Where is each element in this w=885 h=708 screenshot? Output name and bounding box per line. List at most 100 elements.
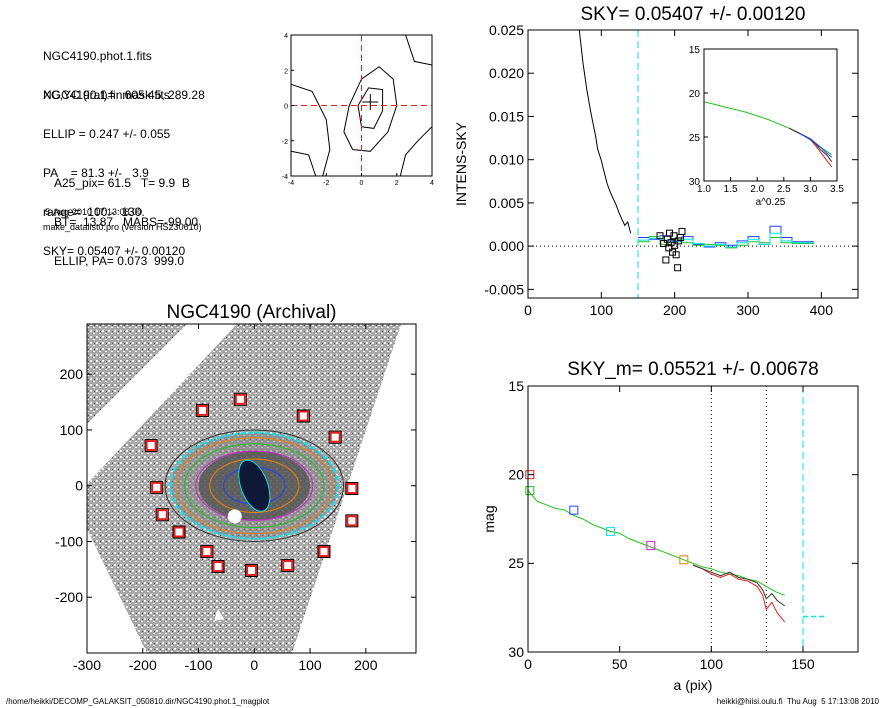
mag-series-green — [527, 490, 785, 596]
isophote-ellipse — [184, 443, 325, 529]
sky-box-inner — [151, 481, 163, 493]
sky-box — [150, 480, 164, 494]
inset-ytick-label: 30 — [689, 177, 701, 188]
contour-line — [399, 126, 433, 177]
masked-star — [214, 609, 224, 621]
mag-frame — [527, 385, 859, 653]
contour-line — [290, 83, 331, 177]
sky-box-inner — [346, 515, 358, 527]
contour-line — [343, 66, 398, 152]
info-line: PA = 81.3 +/- 3.9 — [43, 166, 149, 180]
mag-series-red — [692, 564, 786, 623]
inset-ytick-label: 20 — [689, 89, 701, 100]
info-block-params: XC,YC (iraf)= 605.45, 289.28 ELLIP = 0.2… — [43, 63, 205, 271]
isophote-ellipse — [209, 458, 300, 513]
info-program: make_datalist0.pro (version HS230610) — [43, 222, 202, 232]
inset-xtick-label: 1.0 — [697, 184, 711, 195]
contour-panel: -4 -2 0 2 4 -4 -2 0 2 4 — [282, 33, 434, 187]
info-block-files: NGC4190.phot.1.fits NGC4190.1.finmask.fi… — [43, 24, 170, 115]
mag-xlabel: a (pix) — [674, 677, 713, 693]
sky-title: SKY= 0.05407 +/- 0.00120 — [580, 4, 805, 25]
contour-ytick-label: 0 — [284, 104, 288, 111]
info-line: SKY= 0.05407 +/- 0.00120 — [43, 244, 186, 258]
sky-box-inner — [196, 404, 208, 416]
sky-box — [155, 508, 169, 522]
sky-marker — [674, 264, 682, 272]
contour-xtick-label: 0 — [360, 180, 364, 187]
sky-profile-panel: SKY= 0.05407 +/- 0.00120 0 100 200 300 400 -0.… — [453, 4, 859, 318]
sky-ytick-label: 0.025 — [489, 22, 524, 38]
inset-xtick-label: 1.5 — [724, 184, 738, 195]
image-blank-strip — [87, 324, 237, 484]
galaxy-image-panel: NGC4190 (Archival) -300 -200 -100 0 100 200 -20… — [55, 302, 417, 673]
contour-xtick-label: -4 — [288, 180, 294, 187]
sky-xtick-label: 0 — [524, 302, 532, 318]
contour-ytick-label: -2 — [282, 139, 288, 146]
sky-box-inner — [156, 509, 168, 521]
sky-ylabel: INTENS-SKY — [453, 121, 469, 206]
inset-series-blue — [799, 133, 833, 158]
sky-box-inner — [297, 410, 309, 422]
sky-xtick-label: 300 — [736, 302, 760, 318]
mag-xtick-label: 100 — [700, 656, 724, 672]
mag-marker-cyan — [606, 526, 615, 536]
footer-user: heikki@hiisi.oulu.fi Thu Aug 5 17:13:08 … — [716, 697, 879, 706]
inset-xtick-label: 2.5 — [777, 184, 791, 195]
sky-inset-panel: 1.0 1.5 2.0 2.5 3.0 3.5 15 20 25 30 a^0.25 — [689, 45, 845, 208]
image-ytick-label: 100 — [60, 422, 84, 438]
sky-box — [172, 525, 186, 539]
sky-box — [296, 409, 310, 423]
inset-xlabel: a^0.25 — [756, 197, 786, 208]
isophote-ellipse — [195, 450, 314, 521]
sky-marker — [678, 227, 686, 235]
image-blank-lower-right — [296, 568, 396, 653]
sky-xtick-label: 400 — [810, 302, 834, 318]
sky-box-inner — [173, 526, 185, 538]
sky-box-inner — [346, 483, 358, 494]
sky-ytick-label: 0.005 — [489, 195, 524, 211]
info-line: range= 100.- 130. — [43, 205, 145, 219]
contour-xtick-label: -2 — [323, 180, 329, 187]
sky-box-inner — [212, 561, 224, 573]
footer-path: /home/heikki/DECOMP_GALAKSIT_050810.dir/… — [6, 697, 270, 706]
sky-box-inner — [246, 564, 257, 576]
sky-box-inner — [318, 546, 330, 558]
mag-series-dark — [692, 564, 785, 607]
sky-box-inner — [329, 431, 341, 443]
sky-profile-line — [578, 29, 632, 234]
sky-box-inner — [201, 546, 213, 558]
sky-box — [144, 439, 158, 453]
sky-marker — [672, 251, 680, 259]
contour-line — [405, 34, 433, 66]
sky-ytick-label: 0.000 — [489, 238, 524, 254]
image-ytick-label: -100 — [55, 533, 83, 549]
sky-box — [245, 563, 258, 577]
sky-ytick-label: 0.010 — [489, 152, 524, 168]
sky-box — [328, 430, 342, 444]
image-title: NGC4190 (Archival) — [167, 302, 337, 323]
inset-xtick-label: 3.0 — [803, 184, 817, 195]
sky-frame — [527, 29, 859, 299]
sky-box — [281, 558, 295, 572]
contour-xtick-label: 2 — [395, 180, 399, 187]
sky-marker — [670, 232, 678, 240]
inset-xtick-label: 2.0 — [750, 184, 764, 195]
sky-box-inner — [234, 393, 246, 405]
sky-box — [233, 392, 247, 406]
mag-xtick-label: 0 — [524, 656, 532, 672]
image-content — [87, 324, 416, 653]
sky-marker — [671, 241, 679, 249]
sky-box — [200, 545, 214, 559]
info-line: BT= 13.87 MABS=-99.00 — [54, 215, 199, 229]
inset-ytick-label: 25 — [689, 133, 701, 144]
contour-line — [290, 150, 317, 177]
info-date: 5-Aug-2010 17:13:08.00 — [45, 207, 143, 217]
mag-ytick-label: 30 — [508, 644, 524, 660]
image-xtick-label: 200 — [354, 657, 378, 673]
image-xtick-label: -300 — [73, 657, 101, 673]
info-line: ELLIP = 0.247 +/- 0.055 — [43, 127, 171, 141]
contour-line — [357, 87, 384, 129]
sky-marker — [662, 256, 670, 264]
sky-box — [345, 514, 359, 528]
mag-ytick-label: 15 — [508, 378, 524, 394]
